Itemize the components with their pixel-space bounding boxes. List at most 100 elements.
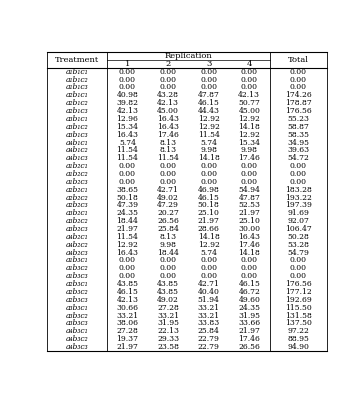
Text: 0.00: 0.00 xyxy=(159,257,177,265)
Text: 0.00: 0.00 xyxy=(159,178,177,186)
Text: 11.54: 11.54 xyxy=(198,131,219,139)
Text: a₃b₁c₂: a₃b₁c₂ xyxy=(66,123,88,131)
Text: a₃b₂c₃: a₃b₂c₃ xyxy=(66,225,88,233)
Text: 176.56: 176.56 xyxy=(285,107,312,115)
Text: 0.00: 0.00 xyxy=(119,84,136,91)
Text: 0.00: 0.00 xyxy=(200,272,217,280)
Text: 17.46: 17.46 xyxy=(238,241,260,249)
Text: 0.00: 0.00 xyxy=(241,257,258,265)
Text: 19.37: 19.37 xyxy=(116,335,138,343)
Text: 50.77: 50.77 xyxy=(238,99,260,107)
Text: 16.43: 16.43 xyxy=(116,249,138,257)
Text: 21.97: 21.97 xyxy=(116,225,138,233)
Text: 46.15: 46.15 xyxy=(116,288,138,296)
Text: 45.00: 45.00 xyxy=(157,107,179,115)
Text: 30.00: 30.00 xyxy=(238,225,260,233)
Text: a₁b₂c₃: a₁b₂c₃ xyxy=(66,178,88,186)
Text: 33.21: 33.21 xyxy=(198,304,220,312)
Text: 50.28: 50.28 xyxy=(288,233,309,241)
Text: 17.46: 17.46 xyxy=(157,131,179,139)
Text: a₁b₂c₂: a₁b₂c₂ xyxy=(66,170,88,178)
Text: 0.00: 0.00 xyxy=(119,178,136,186)
Text: 137.50: 137.50 xyxy=(285,320,312,327)
Text: 46.15: 46.15 xyxy=(198,99,219,107)
Text: 0.00: 0.00 xyxy=(241,76,258,84)
Text: a₁b₂c₁: a₁b₂c₁ xyxy=(66,162,88,170)
Text: 34.95: 34.95 xyxy=(287,139,309,147)
Text: a₃b₂c₂: a₃b₂c₂ xyxy=(66,217,88,225)
Text: 46.72: 46.72 xyxy=(238,288,260,296)
Text: 25.84: 25.84 xyxy=(157,225,179,233)
Text: 16.43: 16.43 xyxy=(157,123,179,131)
Text: 0.00: 0.00 xyxy=(200,257,217,265)
Text: Replication: Replication xyxy=(165,52,212,60)
Text: 33.21: 33.21 xyxy=(116,312,139,320)
Text: 33.21: 33.21 xyxy=(157,312,179,320)
Text: 21.97: 21.97 xyxy=(238,327,260,335)
Text: 33.83: 33.83 xyxy=(198,320,220,327)
Text: 12.92: 12.92 xyxy=(198,115,219,123)
Text: 58.35: 58.35 xyxy=(287,131,309,139)
Text: a₂b₁c₁: a₂b₁c₁ xyxy=(66,91,88,99)
Text: 91.69: 91.69 xyxy=(288,209,309,217)
Text: 8.13: 8.13 xyxy=(159,147,177,154)
Text: 12.92: 12.92 xyxy=(116,241,138,249)
Text: 5.74: 5.74 xyxy=(200,249,217,257)
Text: 46.15: 46.15 xyxy=(238,280,260,288)
Text: 22.79: 22.79 xyxy=(198,343,219,351)
Text: 39.63: 39.63 xyxy=(287,147,309,154)
Text: 0.00: 0.00 xyxy=(200,178,217,186)
Text: 9.98: 9.98 xyxy=(200,147,217,154)
Text: 115.50: 115.50 xyxy=(285,304,312,312)
Text: 183.28: 183.28 xyxy=(285,186,312,194)
Text: 178.87: 178.87 xyxy=(285,99,312,107)
Text: a₁b₃c₁: a₁b₃c₁ xyxy=(66,257,88,265)
Text: a₄b₃c₂: a₄b₃c₂ xyxy=(66,335,88,343)
Text: 31.95: 31.95 xyxy=(238,312,260,320)
Text: 18.44: 18.44 xyxy=(116,217,138,225)
Text: 0.00: 0.00 xyxy=(290,257,307,265)
Text: a₂b₃c₃: a₂b₃c₃ xyxy=(66,296,88,304)
Text: a₄b₂c₃: a₄b₂c₃ xyxy=(66,249,88,257)
Text: a₄b₁c₁: a₄b₁c₁ xyxy=(66,139,88,147)
Text: 8.13: 8.13 xyxy=(159,233,177,241)
Text: a₃b₃c₃: a₃b₃c₃ xyxy=(66,320,88,327)
Text: a₂b₂c₂: a₂b₂c₂ xyxy=(66,194,88,202)
Text: 18.44: 18.44 xyxy=(157,249,179,257)
Text: 42.71: 42.71 xyxy=(198,280,219,288)
Text: a₂b₁c₂: a₂b₁c₂ xyxy=(66,99,88,107)
Text: 22.13: 22.13 xyxy=(157,327,179,335)
Text: 0.00: 0.00 xyxy=(159,68,177,76)
Text: 12.92: 12.92 xyxy=(198,123,219,131)
Text: 33.21: 33.21 xyxy=(198,312,220,320)
Text: a₄b₁c₃: a₄b₁c₃ xyxy=(66,154,88,162)
Text: 14.18: 14.18 xyxy=(198,233,219,241)
Text: 26.56: 26.56 xyxy=(157,217,179,225)
Text: a₁b₃c₂: a₁b₃c₂ xyxy=(66,265,88,272)
Text: 0.00: 0.00 xyxy=(241,272,258,280)
Text: 21.97: 21.97 xyxy=(198,217,219,225)
Text: 42.13: 42.13 xyxy=(238,91,260,99)
Text: 193.22: 193.22 xyxy=(285,194,312,202)
Text: 39.82: 39.82 xyxy=(116,99,138,107)
Text: 12.96: 12.96 xyxy=(116,115,138,123)
Text: 0.00: 0.00 xyxy=(159,84,177,91)
Text: 49.60: 49.60 xyxy=(238,296,260,304)
Text: 1: 1 xyxy=(125,60,130,68)
Text: 27.28: 27.28 xyxy=(116,327,138,335)
Text: a₁b₁c₁: a₁b₁c₁ xyxy=(66,68,88,76)
Text: a₂b₁c₃: a₂b₁c₃ xyxy=(66,107,88,115)
Text: 0.00: 0.00 xyxy=(119,272,136,280)
Text: 0.00: 0.00 xyxy=(241,84,258,91)
Text: 21.97: 21.97 xyxy=(238,209,260,217)
Text: 23.58: 23.58 xyxy=(157,343,179,351)
Text: 0.00: 0.00 xyxy=(241,162,258,170)
Text: 49.02: 49.02 xyxy=(157,194,179,202)
Text: 0.00: 0.00 xyxy=(290,170,307,178)
Text: Total: Total xyxy=(288,56,309,64)
Text: 28.66: 28.66 xyxy=(198,225,219,233)
Text: 4: 4 xyxy=(246,60,252,68)
Text: a₃b₁c₃: a₃b₁c₃ xyxy=(66,131,88,139)
Text: a₂b₃c₂: a₂b₃c₂ xyxy=(66,288,88,296)
Text: 5.74: 5.74 xyxy=(200,139,217,147)
